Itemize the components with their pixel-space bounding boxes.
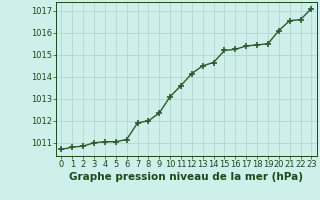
X-axis label: Graphe pression niveau de la mer (hPa): Graphe pression niveau de la mer (hPa) [69, 172, 303, 182]
